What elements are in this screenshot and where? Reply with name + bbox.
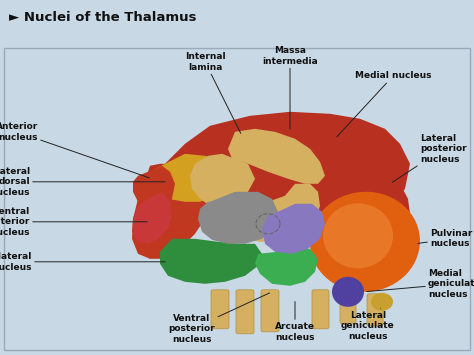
Text: Medial
geniculate
nucleus: Medial geniculate nucleus <box>367 269 474 299</box>
Text: ► Nuclei of the Thalamus: ► Nuclei of the Thalamus <box>9 11 197 24</box>
Ellipse shape <box>323 203 393 268</box>
Polygon shape <box>160 239 262 284</box>
Ellipse shape <box>371 293 393 311</box>
Polygon shape <box>228 129 325 184</box>
Text: Lateral
dorsal
nucleus: Lateral dorsal nucleus <box>0 167 165 197</box>
Text: Massa
intermedia: Massa intermedia <box>262 46 318 129</box>
FancyBboxPatch shape <box>340 290 356 324</box>
Text: Ventro-lateral
nucleus: Ventro-lateral nucleus <box>0 252 165 272</box>
Text: Medial nucleus: Medial nucleus <box>337 71 431 137</box>
Polygon shape <box>148 112 410 224</box>
Text: Ventral
posterior
nucleus: Ventral posterior nucleus <box>169 293 270 344</box>
Ellipse shape <box>310 192 420 292</box>
Text: Pulvinar
nucleus: Pulvinar nucleus <box>418 229 473 248</box>
Text: Ventral
anterior
nucleus: Ventral anterior nucleus <box>0 207 147 237</box>
Text: Lateral
geniculate
nucleus: Lateral geniculate nucleus <box>341 308 395 341</box>
Polygon shape <box>148 154 235 202</box>
FancyBboxPatch shape <box>211 290 229 329</box>
Polygon shape <box>132 192 172 244</box>
FancyBboxPatch shape <box>236 290 254 334</box>
Polygon shape <box>255 249 318 286</box>
Polygon shape <box>190 154 255 206</box>
Polygon shape <box>232 184 320 242</box>
Polygon shape <box>330 184 410 259</box>
Polygon shape <box>262 204 325 254</box>
Polygon shape <box>132 154 215 259</box>
Polygon shape <box>133 166 175 212</box>
FancyBboxPatch shape <box>367 294 383 326</box>
Text: Arcuate
nucleus: Arcuate nucleus <box>275 302 315 342</box>
Ellipse shape <box>332 277 364 307</box>
Text: Anterior
nucleus: Anterior nucleus <box>0 122 149 178</box>
Text: Lateral
posterior
nucleus: Lateral posterior nucleus <box>392 134 466 182</box>
Text: Internal
lamina: Internal lamina <box>185 52 241 133</box>
Polygon shape <box>198 192 278 244</box>
FancyBboxPatch shape <box>312 290 329 329</box>
FancyBboxPatch shape <box>261 290 279 332</box>
